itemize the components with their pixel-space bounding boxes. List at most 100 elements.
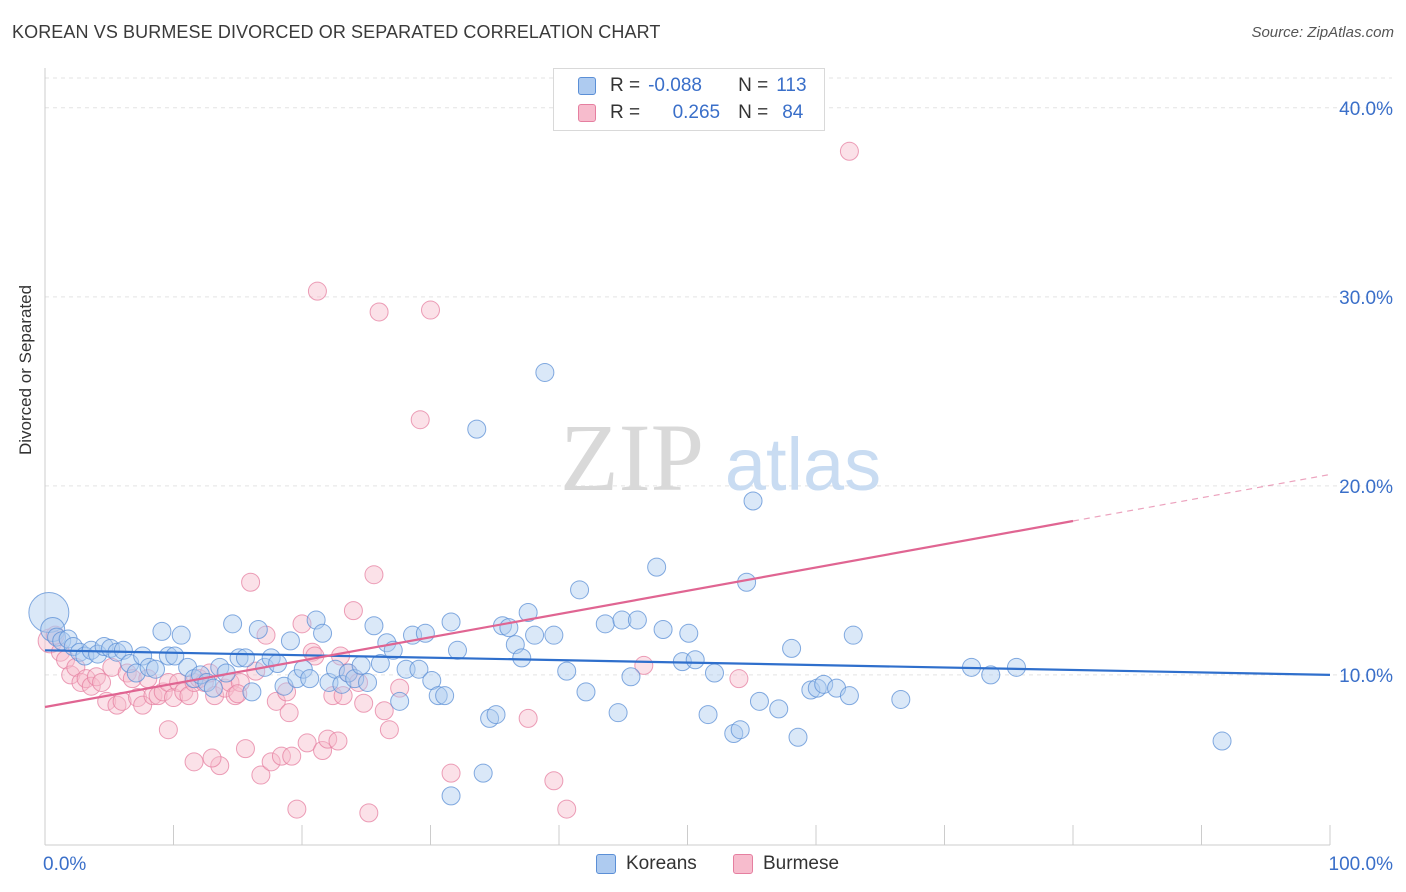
burmese-point	[228, 684, 248, 704]
korean-point	[146, 659, 166, 679]
burmese-point	[86, 667, 106, 687]
korean-point	[704, 663, 724, 683]
burmese-legend-swatch	[733, 854, 753, 874]
korean-point	[621, 667, 641, 687]
korean-point	[370, 654, 390, 674]
korean-point	[698, 705, 718, 725]
burmese-point	[354, 693, 374, 713]
burmese-point	[379, 720, 399, 740]
tick-labels: 10.0% 20.0% 30.0% 40.0% 0.0% 100.0%	[43, 99, 1393, 875]
korean-point	[358, 672, 378, 692]
korean-point	[595, 614, 615, 634]
korean-point	[557, 661, 577, 681]
korean-point	[152, 621, 172, 641]
burmese-trend-line	[44, 519, 1074, 709]
korean-point	[544, 625, 564, 645]
y-axis-label: Divorced or Separated	[16, 284, 35, 455]
korean-point	[390, 691, 410, 711]
burmese-point	[279, 703, 299, 723]
burmese-point	[307, 281, 327, 301]
burmese-point	[282, 746, 302, 766]
burmese-n-label: N =	[738, 102, 769, 123]
burmese-point	[210, 756, 230, 776]
korean-point	[782, 638, 802, 658]
burmese-point	[518, 708, 538, 728]
korean-point	[332, 674, 352, 694]
korean-point	[843, 625, 863, 645]
korean-point	[280, 631, 300, 651]
y-tick-label: 20.0%	[1339, 477, 1393, 498]
burmese-point	[441, 763, 461, 783]
burmese-point	[313, 740, 333, 760]
burmese-point	[241, 572, 261, 592]
korean-point	[441, 612, 461, 632]
trend-lines	[44, 473, 1331, 709]
korean-point	[525, 625, 545, 645]
burmese-point	[557, 799, 577, 819]
x-tick-label-min: 0.0%	[43, 854, 86, 875]
burmese-point	[292, 614, 312, 634]
korean-point	[486, 705, 506, 725]
korean-point	[473, 763, 493, 783]
burmese-point	[297, 733, 317, 753]
korean-point	[235, 648, 255, 668]
korean-point	[576, 682, 596, 702]
korean-point	[647, 557, 667, 577]
korean-point	[679, 623, 699, 643]
burmese-point	[184, 752, 204, 772]
korean-point	[612, 610, 632, 630]
correlation-legend: R = -0.088 N = 113 R = 0.265 N = 84	[553, 68, 825, 131]
korean-point	[203, 678, 223, 698]
burmese-point	[374, 701, 394, 721]
korean-point	[801, 680, 821, 700]
axes	[44, 68, 1331, 846]
korean-point	[891, 689, 911, 709]
korean-point	[47, 627, 67, 647]
korean-legend-swatch	[596, 854, 616, 874]
burmese-point	[202, 748, 222, 768]
korean-point	[351, 655, 371, 675]
korean-point	[223, 614, 243, 634]
korean-point	[126, 663, 146, 683]
burmese-point	[287, 799, 307, 819]
burmese-point	[158, 720, 178, 740]
korean-point	[807, 678, 827, 698]
bottom-legend-korean[interactable]: Koreans	[596, 852, 697, 876]
burmese-point	[390, 678, 410, 698]
burmese-point	[235, 739, 255, 759]
korean-trend-line	[44, 649, 1331, 676]
korean-point	[435, 686, 455, 706]
korean-point	[512, 648, 532, 668]
burmese-point	[364, 565, 384, 585]
bottom-legend-burmese[interactable]: Burmese	[733, 852, 839, 876]
korean-point	[1006, 657, 1026, 677]
korean-point	[839, 686, 859, 706]
korean-point	[570, 580, 590, 600]
burmese-point	[343, 601, 363, 621]
watermark-zip: ZIP	[560, 404, 704, 511]
burmese-point	[302, 642, 322, 662]
burmese-points	[37, 141, 859, 823]
burmese-r-value: 0.265	[672, 102, 721, 123]
burmese-point	[251, 765, 271, 785]
korean-n-label: N =	[738, 75, 769, 96]
korean-point	[364, 616, 384, 636]
y-tick-label: 30.0%	[1339, 288, 1393, 309]
korean-point	[88, 644, 108, 664]
korean-point	[1212, 731, 1232, 751]
burmese-swatch	[578, 104, 596, 122]
y-tick-label: 40.0%	[1339, 99, 1393, 120]
korean-point	[653, 620, 673, 640]
korean-point	[300, 669, 320, 689]
korean-point	[409, 659, 429, 679]
korean-point	[769, 699, 789, 719]
source-label: Source: ZipAtlas.com	[1251, 24, 1394, 41]
korean-point	[608, 703, 628, 723]
korean-point	[743, 491, 763, 511]
korean-swatch	[578, 77, 596, 95]
korean-point	[313, 623, 333, 643]
korean-legend-label: Koreans	[626, 853, 697, 874]
korean-point	[480, 708, 500, 728]
burmese-point	[256, 625, 276, 645]
